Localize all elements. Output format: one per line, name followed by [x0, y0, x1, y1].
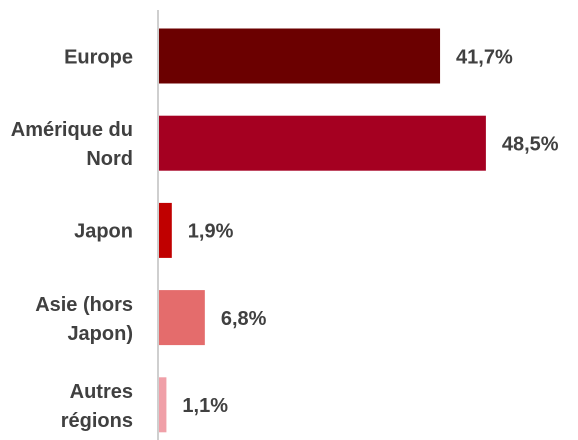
bar: [159, 28, 441, 84]
category-label: Autres régions: [60, 380, 133, 432]
value-label: 1,9%: [188, 221, 234, 243]
value-label: 1,1%: [182, 395, 228, 417]
category-label: Europe: [64, 46, 133, 69]
bar: [159, 202, 172, 258]
value-label: 6,8%: [221, 308, 267, 330]
category-label: Asie (hors Japon): [35, 293, 133, 345]
bar: [159, 115, 486, 171]
value-label: 48,5%: [502, 133, 559, 155]
value-label: 41,7%: [456, 46, 513, 68]
bar: [159, 377, 167, 433]
category-label: Japon: [74, 220, 133, 243]
category-label: Amérique du Nord: [10, 119, 133, 171]
bar: [159, 290, 205, 346]
